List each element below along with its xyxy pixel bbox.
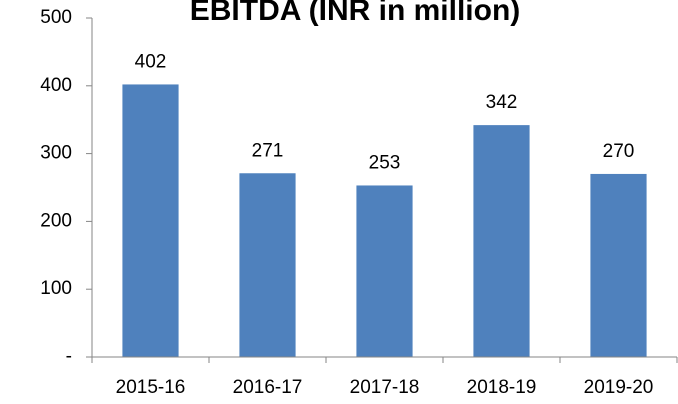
data-label: 253 [369,152,401,173]
y-tick-label: 300 [40,143,72,164]
y-tick-label: 400 [40,75,72,96]
y-tick-label: 500 [40,7,72,28]
bar [239,173,296,357]
y-tick-label: 200 [40,210,72,231]
y-tick-label: - [66,346,72,367]
x-tick-label: 2016-17 [233,377,303,398]
bar [590,173,647,357]
y-tick-label: 100 [40,278,72,299]
x-tick-label: 2019-20 [584,377,654,398]
data-label: 342 [486,92,518,113]
x-tick-label: 2015-16 [116,377,186,398]
bar [473,125,530,358]
data-label: 271 [252,140,284,161]
chart-title: EBITDA (INR in million) [190,0,521,27]
bar [122,84,179,357]
data-label: 402 [135,51,167,72]
data-label: 270 [603,141,635,162]
x-tick-label: 2018-19 [467,377,537,398]
bar [356,185,413,357]
x-tick-label: 2017-18 [350,377,420,398]
